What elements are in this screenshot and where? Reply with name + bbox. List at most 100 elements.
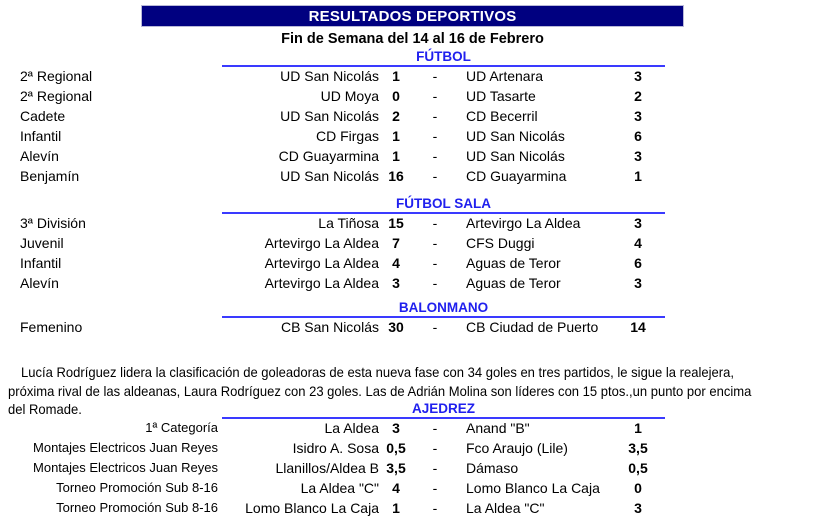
row-away-score: 0 xyxy=(634,480,642,496)
row-category: 1ª Categoría xyxy=(145,420,218,435)
row-home-score: 0 xyxy=(392,88,400,104)
row-home-score: 0,5 xyxy=(386,440,406,456)
table-row: Infantil CD Firgas 1 - UD San Nicolás 6 xyxy=(0,126,820,146)
row-away-team: Lomo Blanco La Caja xyxy=(466,480,600,496)
row-away-team: Dámaso xyxy=(466,460,519,476)
row-home-score: 30 xyxy=(388,319,404,335)
row-category: 2ª Regional xyxy=(20,68,93,84)
section-title-futbol: FÚTBOL xyxy=(416,49,471,64)
row-home-score: 16 xyxy=(388,168,404,184)
table-row: Torneo Promoción Sub 8-16 La Aldea "C" 4… xyxy=(0,478,820,498)
row-home-score: 7 xyxy=(392,235,400,251)
row-category: Femenino xyxy=(20,319,83,335)
row-away-score: 3,5 xyxy=(628,440,648,456)
row-away-team: Aguas de Teror xyxy=(466,275,561,291)
row-home-team: La Tiñosa xyxy=(318,215,379,231)
row-category: Cadete xyxy=(20,108,66,124)
section-ajedrez: AJEDREZ 1ª Categoría La Aldea 3 - Anand … xyxy=(0,401,820,518)
results-table-futbol-sala: 3ª División La Tiñosa 15 - Artevirgo La … xyxy=(0,213,820,293)
row-category: Benjamín xyxy=(20,168,80,184)
row-home-score: 3 xyxy=(392,275,400,291)
row-home-team: La Aldea "C" xyxy=(300,480,379,496)
row-home-team: Llanillos/Aldea B xyxy=(275,460,379,476)
section-futbol: FÚTBOL 2ª Regional UD San Nicolás 1 - UD… xyxy=(0,49,820,186)
row-separator: - xyxy=(432,440,438,456)
section-header-balonmano: BALONMANO xyxy=(0,300,820,318)
row-separator: - xyxy=(432,235,438,251)
row-away-team: UD San Nicolás xyxy=(466,128,565,144)
row-home-score: 1 xyxy=(392,148,400,164)
row-home-score: 4 xyxy=(392,480,400,496)
page-title: RESULTADOS DEPORTIVOS xyxy=(308,7,517,25)
table-row: Femenino CB San Nicolás 30 - CB Ciudad d… xyxy=(0,317,820,337)
row-away-score: 3 xyxy=(634,148,642,164)
results-table-ajedrez: 1ª Categoría La Aldea 3 - Anand "B" 1 Mo… xyxy=(0,418,820,518)
row-home-team: UD San Nicolás xyxy=(280,108,379,124)
row-home-team: Lomo Blanco La Caja xyxy=(245,500,379,516)
section-rule-futbol xyxy=(222,65,665,67)
row-separator: - xyxy=(432,420,438,436)
row-away-team: CD Guayarmina xyxy=(466,168,567,184)
row-away-team: CD Becerril xyxy=(466,108,538,124)
section-rule-balonmano xyxy=(222,316,665,318)
row-category: Alevín xyxy=(20,148,59,164)
row-home-team: CD Firgas xyxy=(315,128,379,144)
section-rule-ajedrez xyxy=(222,417,665,419)
table-row: Infantil Artevirgo La Aldea 4 - Aguas de… xyxy=(0,253,820,273)
section-header-ajedrez: AJEDREZ xyxy=(0,401,820,419)
table-row: 3ª División La Tiñosa 15 - Artevirgo La … xyxy=(0,213,820,233)
row-home-team: Artevirgo La Aldea xyxy=(264,235,379,251)
row-home-score: 3 xyxy=(392,420,400,436)
row-category: Juvenil xyxy=(20,235,64,251)
row-away-score: 3 xyxy=(634,275,642,291)
row-home-score: 1 xyxy=(392,128,400,144)
row-home-team: UD Moya xyxy=(320,88,379,104)
row-home-team: UD San Nicolás xyxy=(280,168,379,184)
row-away-score: 6 xyxy=(634,128,642,144)
row-category: Torneo Promoción Sub 8-16 xyxy=(56,500,218,515)
row-home-score: 3,5 xyxy=(386,460,406,476)
table-row: 2ª Regional UD San Nicolás 1 - UD Artena… xyxy=(0,66,820,86)
table-row: 2ª Regional UD Moya 0 - UD Tasarte 2 xyxy=(0,86,820,106)
section-balonmano: BALONMANO Femenino CB San Nicolás 30 - C… xyxy=(0,300,820,337)
row-away-team: UD Tasarte xyxy=(466,88,536,104)
row-away-team: CB Ciudad de Puerto xyxy=(466,319,599,335)
row-separator: - xyxy=(432,480,438,496)
results-table-futbol: 2ª Regional UD San Nicolás 1 - UD Artena… xyxy=(0,66,820,186)
row-away-score: 3 xyxy=(634,68,642,84)
row-away-team: Aguas de Teror xyxy=(466,255,561,271)
row-separator: - xyxy=(432,68,438,84)
row-separator: - xyxy=(432,88,438,104)
row-away-team: Artevirgo La Aldea xyxy=(466,215,581,231)
row-away-score: 2 xyxy=(634,88,642,104)
row-category: Alevín xyxy=(20,275,59,291)
row-home-team: Isidro A. Sosa xyxy=(292,440,379,456)
row-home-score: 1 xyxy=(392,68,400,84)
row-away-team: CFS Duggi xyxy=(466,235,535,251)
row-home-score: 1 xyxy=(392,500,400,516)
table-row: Benjamín UD San Nicolás 16 - CD Guayarmi… xyxy=(0,166,820,186)
row-home-score: 2 xyxy=(392,108,400,124)
row-separator: - xyxy=(432,460,438,476)
row-category: 3ª División xyxy=(20,215,86,231)
row-home-team: Artevirgo La Aldea xyxy=(264,275,379,291)
row-home-score: 15 xyxy=(388,215,404,231)
section-title-ajedrez: AJEDREZ xyxy=(411,401,475,416)
document-title-band: RESULTADOS DEPORTIVOS xyxy=(141,5,684,27)
section-header-futbol: FÚTBOL xyxy=(0,49,820,67)
section-futbol-sala: FÚTBOL SALA 3ª División La Tiñosa 15 - A… xyxy=(0,196,820,293)
row-home-team: CD Guayarmina xyxy=(278,148,379,164)
row-away-score: 0,5 xyxy=(628,460,648,476)
table-row: Torneo Promoción Sub 8-16 Lomo Blanco La… xyxy=(0,498,820,518)
row-home-team: UD San Nicolás xyxy=(280,68,379,84)
table-row: 1ª Categoría La Aldea 3 - Anand "B" 1 xyxy=(0,418,820,438)
row-away-team: Anand "B" xyxy=(466,420,530,436)
row-away-score: 14 xyxy=(630,319,646,335)
row-away-score: 1 xyxy=(634,168,642,184)
row-separator: - xyxy=(432,108,438,124)
table-row: Alevín CD Guayarmina 1 - UD San Nicolás … xyxy=(0,146,820,166)
row-home-team: La Aldea xyxy=(324,420,380,436)
row-separator: - xyxy=(432,500,438,516)
row-away-score: 4 xyxy=(634,235,642,251)
section-title-futbol-sala: FÚTBOL SALA xyxy=(396,196,491,211)
